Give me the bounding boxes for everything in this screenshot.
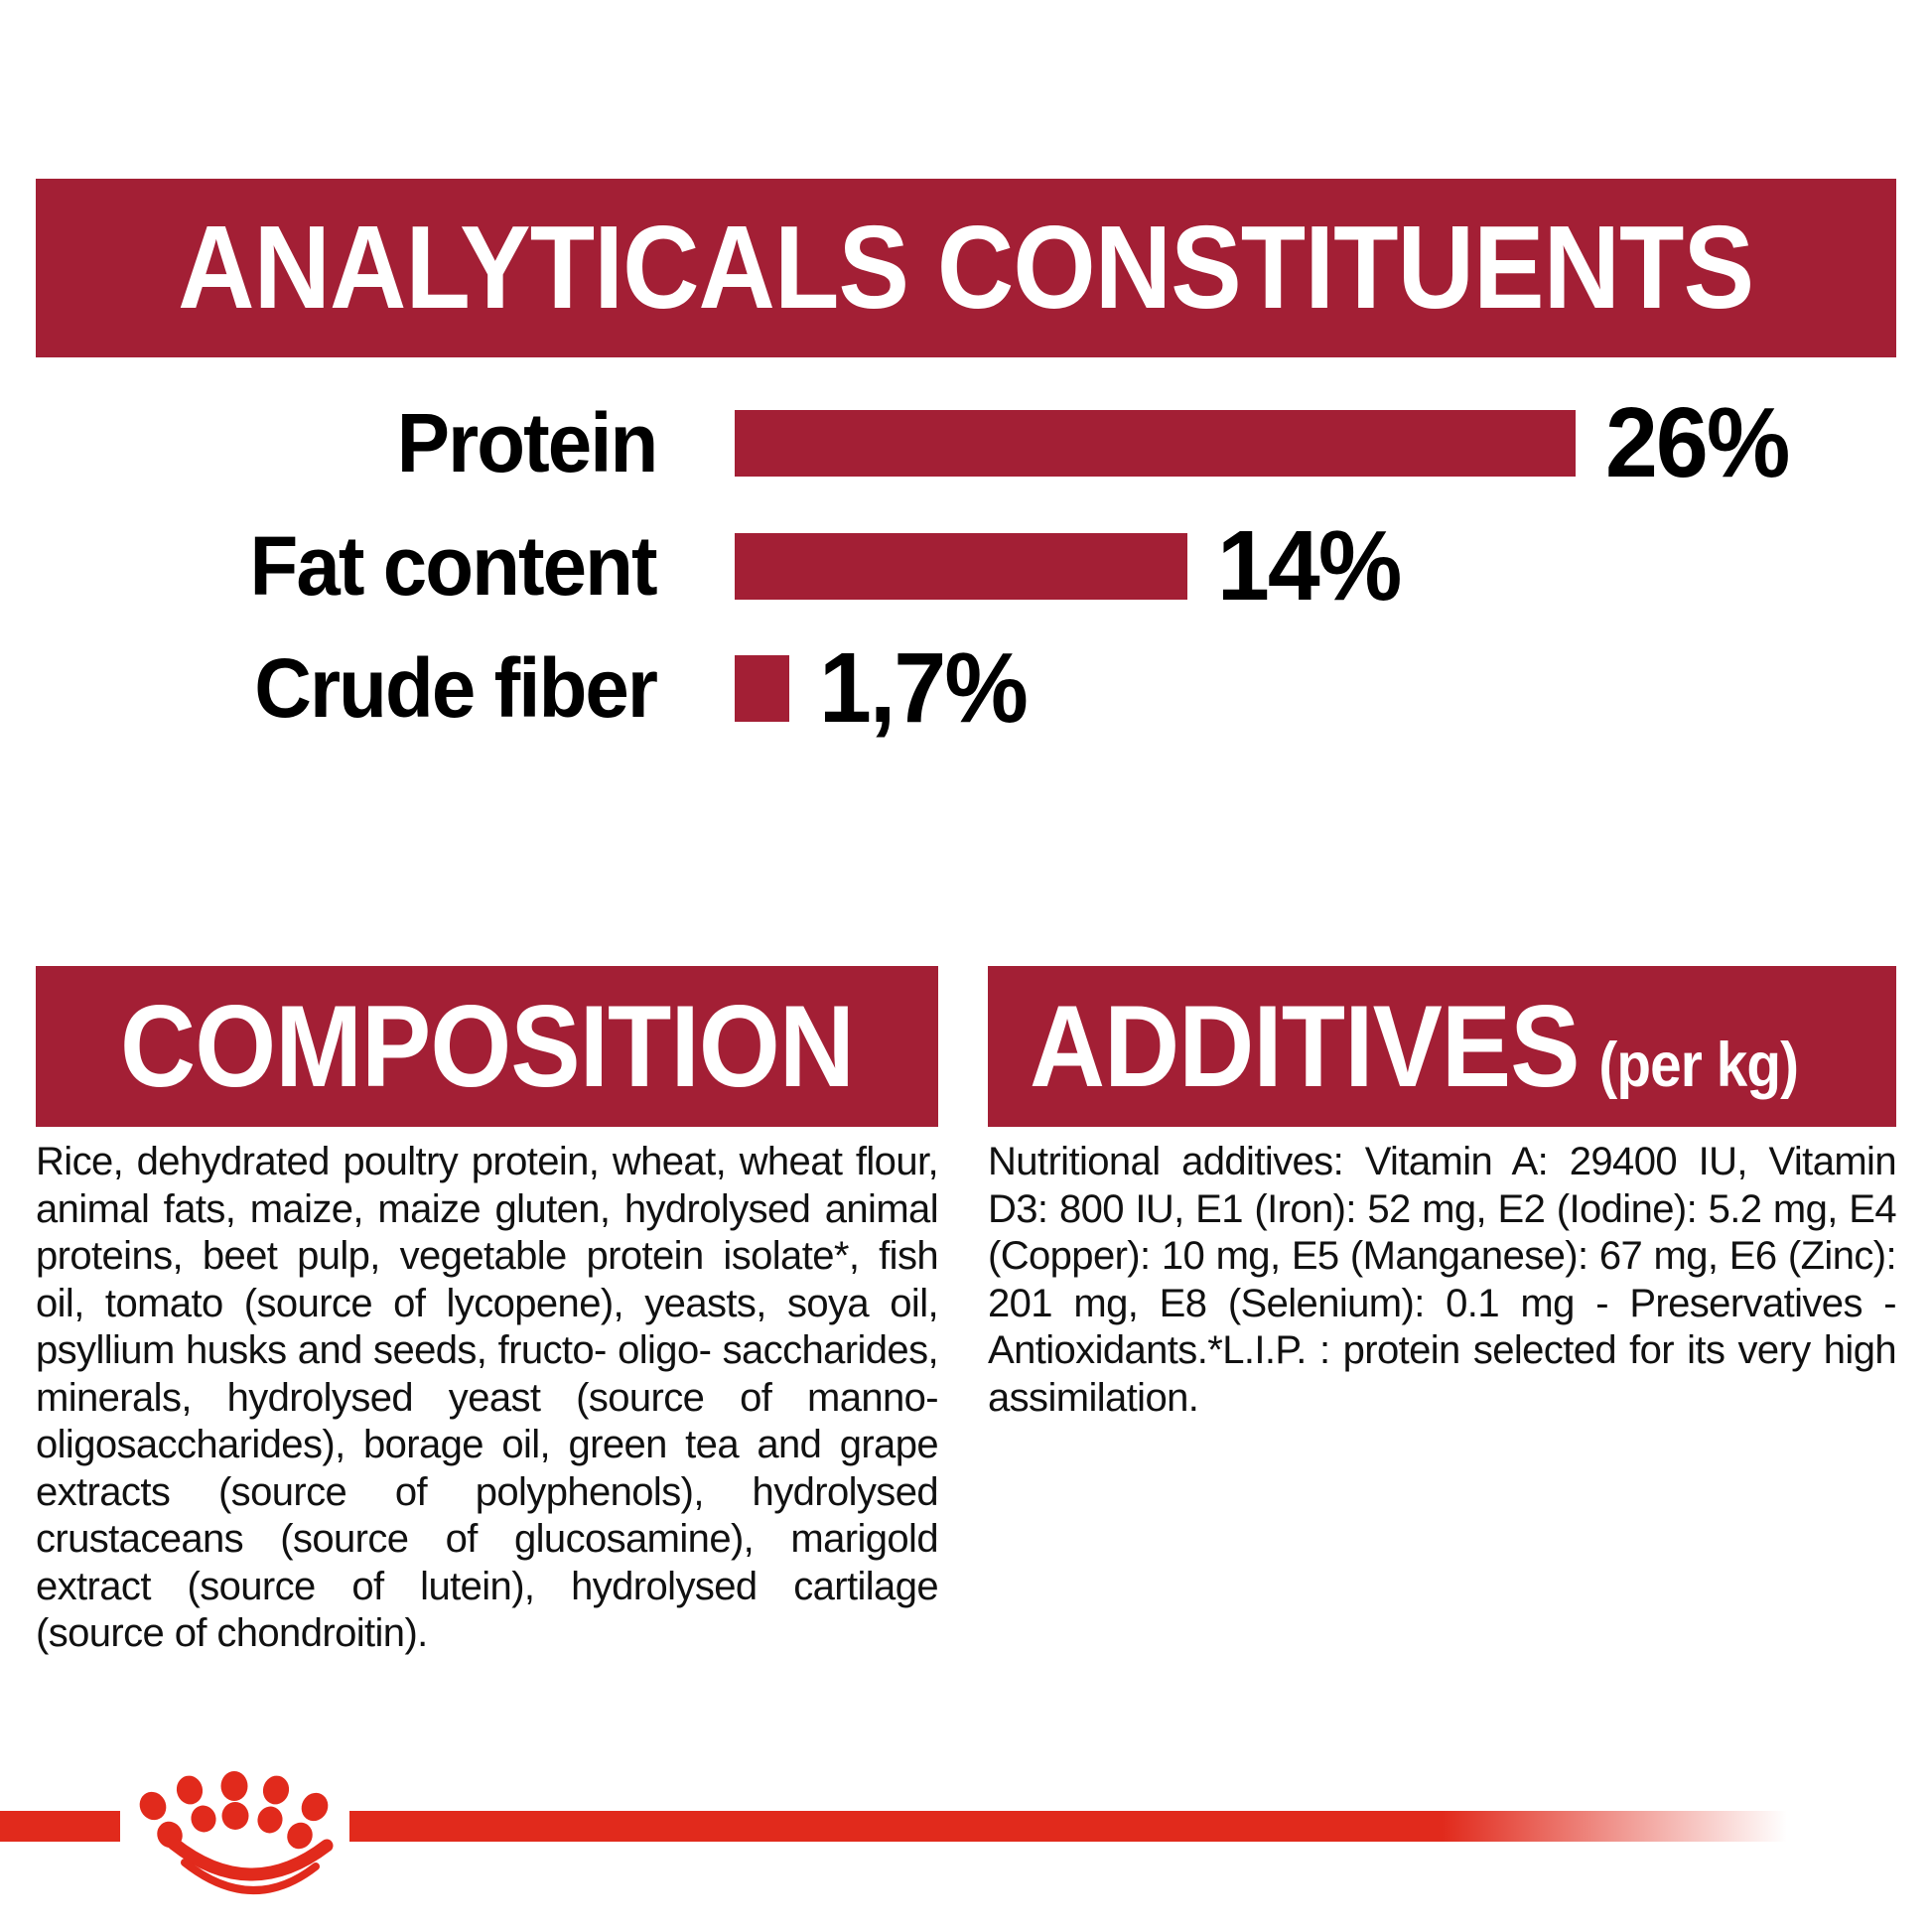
analyticals-title: ANALYTICALS CONSTITUENTS	[178, 202, 1755, 334]
composition-banner: COMPOSITION	[36, 966, 938, 1127]
fat-content-label: Fat content	[249, 519, 658, 613]
additives-title-group: ADDITIVES (per kg)	[1030, 966, 1799, 1163]
additives-unit-label: (per kg)	[1598, 1031, 1799, 1100]
additives-text: Nutritional additives: Vitamin A: 29400 …	[988, 1140, 1897, 1420]
protein-value: 26%	[1605, 387, 1790, 498]
additives-banner: ADDITIVES (per kg)	[988, 966, 1896, 1127]
crude-fiber-value: 1,7%	[819, 632, 1029, 744]
chart-row-protein: Protein 26%	[0, 387, 1932, 498]
chart-row-fat-content: Fat content 14%	[0, 510, 1932, 621]
brand-divider-left	[0, 1811, 120, 1842]
protein-label: Protein	[396, 396, 658, 489]
chart-row-crude-fiber: Crude fiber 1,7%	[0, 632, 1932, 744]
crude-fiber-label: Crude fiber	[254, 641, 658, 735]
royal-canin-crown-paw-icon	[139, 1771, 334, 1894]
composition-title: COMPOSITION	[120, 981, 855, 1111]
brand-divider-right	[349, 1811, 1787, 1842]
protein-bar	[735, 410, 1576, 477]
composition-text: Rice, dehydrated poultry protein, wheat,…	[36, 1140, 939, 1655]
additives-title: ADDITIVES	[1030, 981, 1580, 1111]
fat-content-bar	[735, 533, 1187, 600]
crude-fiber-bar	[735, 655, 789, 722]
analyticals-banner: ANALYTICALS CONSTITUENTS	[36, 179, 1896, 357]
fat-content-value: 14%	[1217, 510, 1402, 621]
